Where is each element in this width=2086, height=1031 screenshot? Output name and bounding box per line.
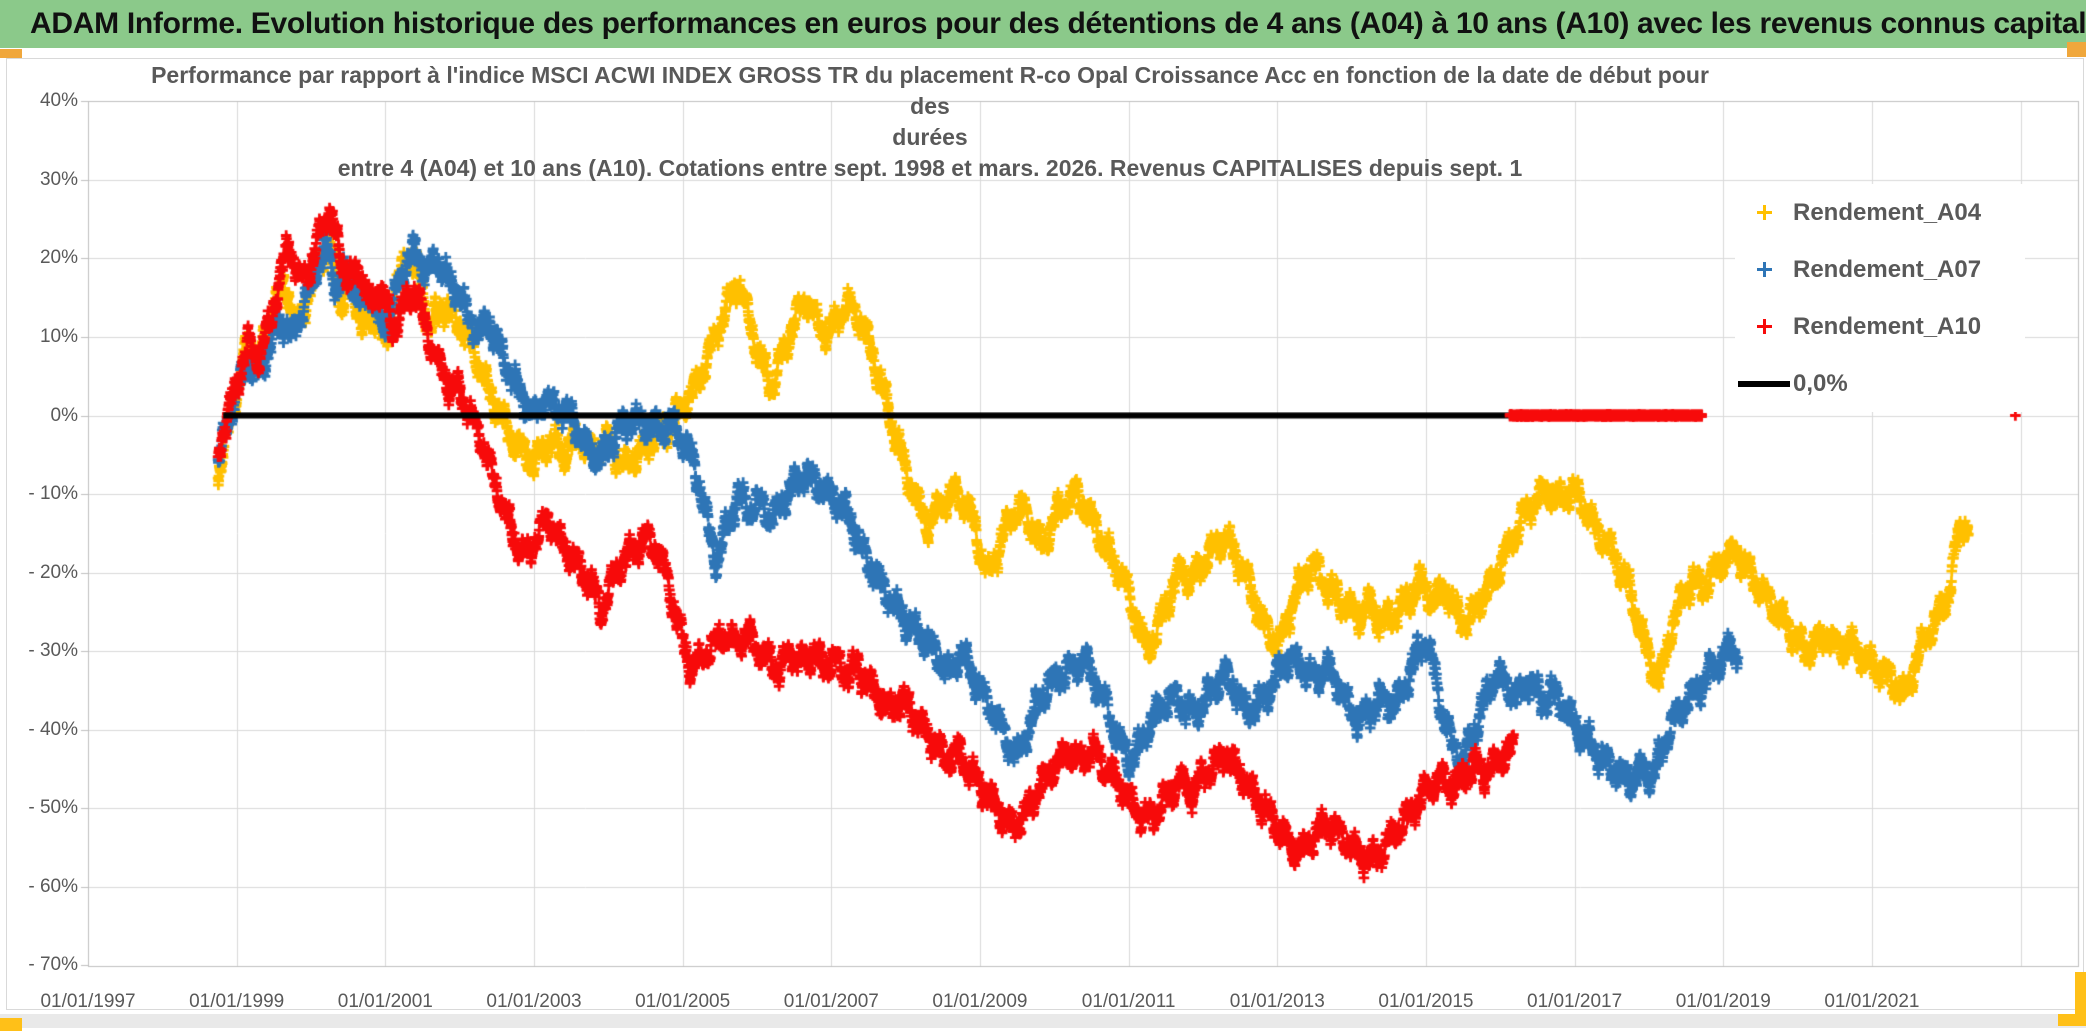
bottom-band <box>0 1014 2086 1028</box>
legend-line-icon <box>1735 380 1793 387</box>
y-axis-tick-label: - 20% <box>28 561 78 583</box>
y-axis-tick-label: 30% <box>39 168 78 190</box>
y-axis-tick-label: - 40% <box>28 718 78 740</box>
chart-legend: Rendement_A04 Rendement_A07 Rendement_A10 0… <box>1735 184 2025 412</box>
legend-label: 0,0% <box>1793 369 1848 397</box>
x-axis-tick-label: 01/01/2003 <box>486 991 582 1012</box>
chart-title-line-3: entre 4 (A04) et 10 ans (A10). Cotations… <box>337 155 1523 181</box>
legend-label: Rendement_A04 <box>1793 198 1982 226</box>
chart-title-line-2: durées <box>892 124 968 150</box>
x-axis-tick-label: 01/01/2019 <box>1675 991 1771 1012</box>
legend-plus-marker-icon <box>1735 205 1793 220</box>
x-axis-tick-label: 01/01/2007 <box>783 991 879 1012</box>
legend-label: Rendement_A10 <box>1793 312 1982 340</box>
legend-item-0-0-: 0,0% <box>1735 355 2025 412</box>
y-axis-tick-label: - 50% <box>28 797 78 819</box>
x-axis-tick-label: 01/01/2015 <box>1378 991 1474 1012</box>
y-axis-tick-label: - 60% <box>28 875 78 897</box>
y-axis-tick-label: - 70% <box>28 954 78 976</box>
chart-title: Performance par rapport à l'indice MSCI … <box>140 60 1720 184</box>
y-axis-tick-label: 0% <box>50 404 78 426</box>
y-axis-tick-label: - 10% <box>28 483 78 505</box>
legend-item-rendement-a07: Rendement_A07 <box>1735 241 2025 298</box>
y-axis-tick-label: 20% <box>39 247 78 269</box>
y-axis-tick-label: 40% <box>39 90 78 112</box>
legend-label: Rendement_A07 <box>1793 255 1982 283</box>
x-axis-tick-label: 01/01/1997 <box>40 991 136 1012</box>
x-axis-tick-label: 01/01/2009 <box>932 991 1028 1012</box>
yellow-accent-right-edge <box>2075 972 2086 1026</box>
x-axis-tick-label: 01/01/1999 <box>189 991 285 1012</box>
y-axis-tick-label: 10% <box>39 325 78 347</box>
yellow-accent-bottom-right <box>2058 1014 2086 1026</box>
chart-title-line-1: Performance par rapport à l'indice MSCI … <box>151 62 1709 119</box>
x-axis-tick-label: 01/01/2005 <box>635 991 731 1012</box>
legend-plus-marker-icon <box>1735 319 1793 334</box>
x-axis-tick-label: 01/01/2001 <box>337 991 433 1012</box>
x-axis-tick-label: 01/01/2011 <box>1081 991 1176 1012</box>
y-axis-tick-label: - 30% <box>28 640 78 662</box>
legend-plus-marker-icon <box>1735 262 1793 277</box>
legend-item-rendement-a04: Rendement_A04 <box>1735 184 2025 241</box>
x-axis-tick-label: 01/01/2013 <box>1229 991 1325 1012</box>
legend-item-rendement-a10: Rendement_A10 <box>1735 298 2025 355</box>
x-axis-tick-label: 01/01/2017 <box>1527 991 1623 1012</box>
yellow-accent-bottom-left <box>0 1018 22 1031</box>
x-axis-tick-label: 01/01/2021 <box>1824 991 1920 1012</box>
